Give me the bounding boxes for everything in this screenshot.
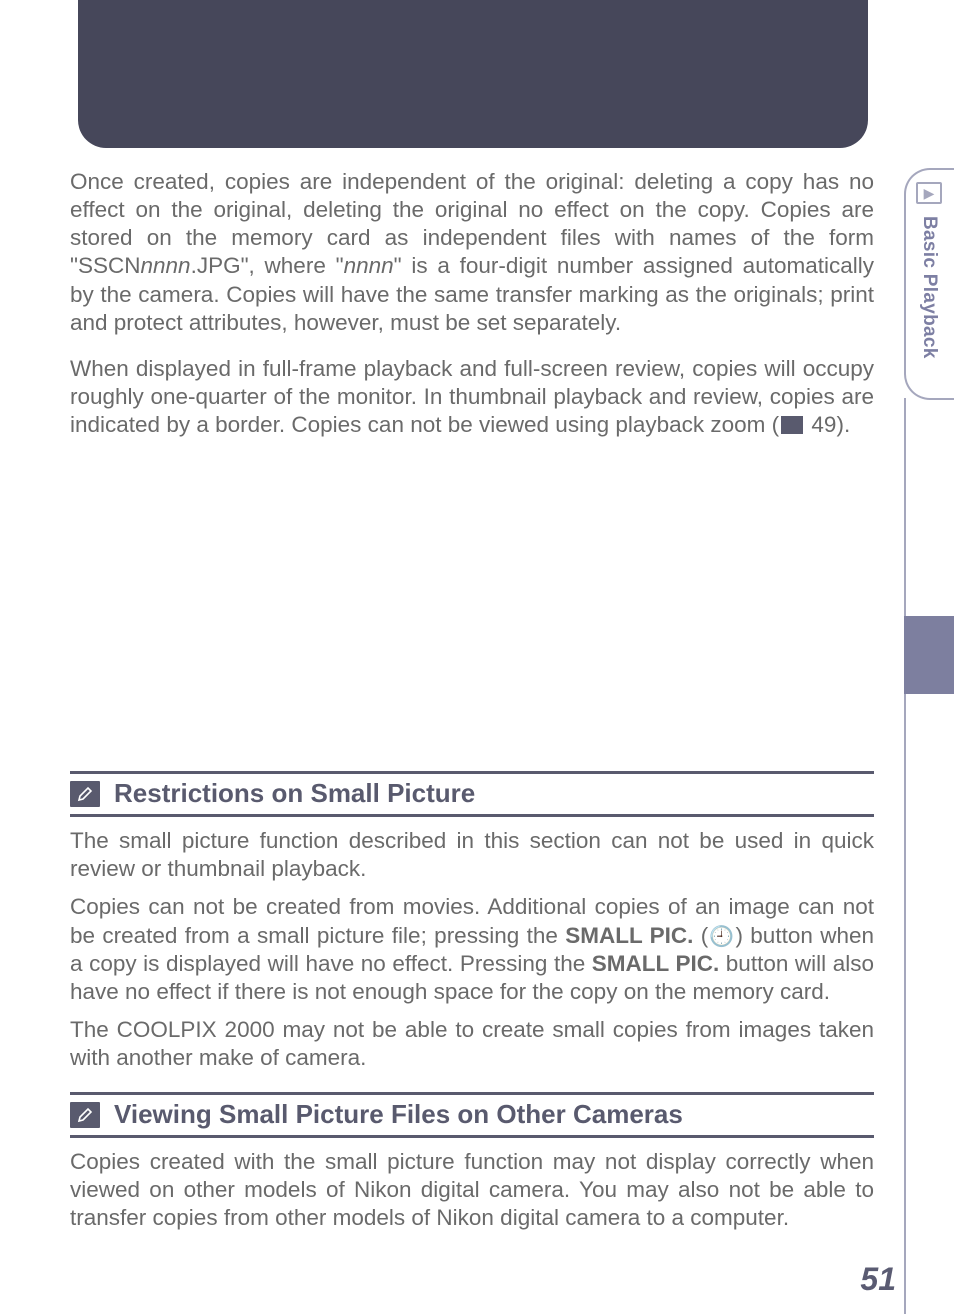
s2-paragraph-1: Copies created with the small picture fu…: [70, 1148, 874, 1232]
page-content: Once created, copies are independent of …: [70, 168, 874, 1233]
p1-nnnn-1: nnnn: [141, 253, 191, 278]
p1-text-b: .JPG", where ": [191, 253, 344, 278]
p2-text-a: When displayed in full-frame playback an…: [70, 356, 874, 437]
spacer: [70, 457, 874, 757]
timer-icon: 🕘: [708, 926, 735, 948]
playback-glyph: ▶: [924, 185, 935, 202]
note-icon: [70, 781, 100, 807]
s1-paragraph-2: Copies can not be created from movies. A…: [70, 893, 874, 1006]
section-title-restrictions: Restrictions on Small Picture: [114, 778, 475, 809]
sidebar-tab-label: Basic Playback: [918, 216, 940, 359]
section-title-viewing: Viewing Small Picture Files on Other Cam…: [114, 1099, 683, 1130]
header-band: [78, 0, 868, 148]
section-bar-restrictions: Restrictions on Small Picture: [70, 771, 874, 817]
paragraph-2: When displayed in full-frame playback an…: [70, 355, 874, 439]
s1-paragraph-1: The small picture function described in …: [70, 827, 874, 883]
s1p2-b: (: [693, 923, 708, 948]
sidebar-section-marker: [904, 616, 954, 694]
section-bar-viewing: Viewing Small Picture Files on Other Cam…: [70, 1092, 874, 1138]
note-icon: [70, 1102, 100, 1128]
s1p2-bold2: SMALL PIC.: [592, 951, 719, 976]
sidebar-tab-outline-extension: [904, 398, 954, 1314]
p2-ref: 49).: [805, 412, 850, 437]
s1p2-bold1: SMALL PIC.: [565, 923, 693, 948]
s1-paragraph-3: The COOLPIX 2000 may not be able to crea…: [70, 1016, 874, 1072]
reference-icon: [781, 416, 803, 434]
p1-nnnn-2: nnnn: [344, 253, 394, 278]
paragraph-1: Once created, copies are independent of …: [70, 168, 874, 337]
page-number: 51: [860, 1261, 896, 1298]
playback-icon: ▶: [916, 182, 942, 204]
pencil-icon: [76, 1106, 94, 1124]
pencil-icon: [76, 785, 94, 803]
